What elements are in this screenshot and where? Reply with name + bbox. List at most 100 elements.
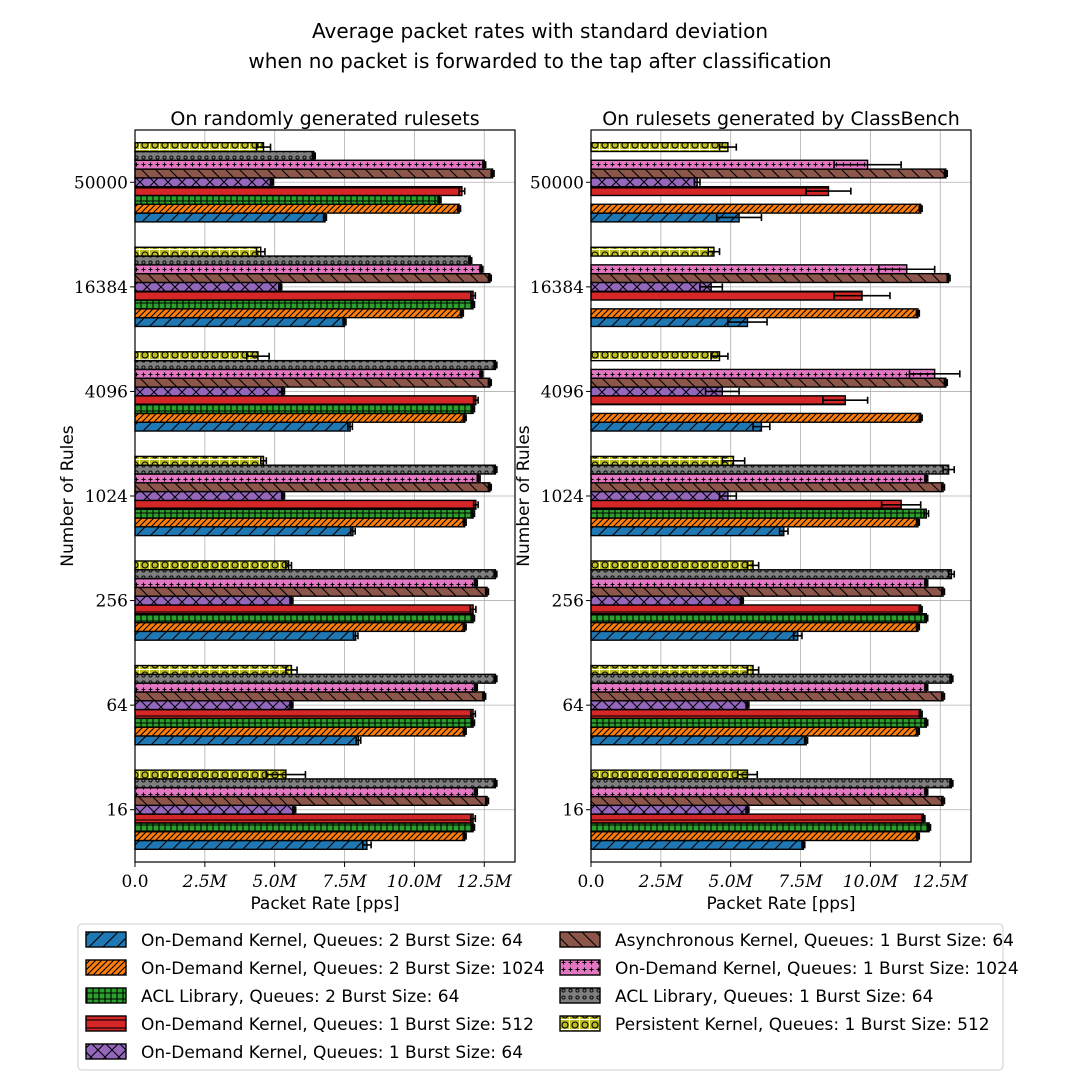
error-bar [924, 474, 929, 482]
legend-label: On-Demand Kernel, Queues: 1 Burst Size: … [141, 1043, 523, 1063]
error-bar [947, 570, 956, 578]
error-bar [278, 283, 283, 291]
error-bar [704, 387, 740, 395]
error-bar [746, 666, 760, 674]
bar-16-series-3 [134, 822, 474, 833]
bar-64-series-3 [134, 717, 474, 728]
error-bar [736, 771, 759, 779]
error-bar [921, 815, 926, 823]
error-bar [479, 370, 484, 378]
error-bar [923, 510, 930, 518]
error-bar [721, 457, 746, 465]
bar-4096-series-1 [590, 421, 763, 432]
bar-256-series-6 [590, 586, 944, 597]
bar-4096-series-9 [590, 351, 721, 362]
x-tick-label: 2.5M [182, 872, 228, 892]
bar-16384-series-4 [134, 290, 474, 301]
error-bar [918, 205, 923, 213]
error-bar [482, 161, 487, 169]
bar-1024-series-3 [134, 508, 474, 519]
bar-1024-series-8 [134, 464, 497, 475]
error-bar [280, 387, 286, 395]
bar-64-series-8 [134, 673, 497, 684]
bar-50000-series-6 [134, 168, 494, 179]
panel-title: On rulesets generated by ClassBench [602, 108, 960, 130]
bar-16-series-6 [590, 795, 944, 807]
error-bar [255, 248, 266, 256]
error-bar [710, 352, 729, 360]
plot-frame [590, 129, 972, 863]
bar-64-series-6 [590, 691, 944, 702]
error-bar [259, 457, 268, 465]
bar-16384-series-8 [134, 255, 471, 266]
error-bar [472, 501, 479, 509]
error-bar [462, 414, 467, 422]
bar-4096-series-4 [134, 395, 477, 406]
error-bar [908, 370, 961, 378]
bar-16384-series-6 [134, 272, 491, 284]
panels: On randomly generated rulesets 16 64 256 102… [58, 108, 972, 914]
bar-1024-series-9 [134, 455, 265, 466]
error-bar [255, 143, 272, 151]
bar-16-series-3 [590, 822, 930, 833]
error-bar [877, 265, 936, 273]
legend-swatch [559, 959, 601, 976]
legend-swatch [559, 1015, 601, 1032]
bar-50000-series-4 [134, 185, 463, 197]
bar-64-series-1 [590, 735, 807, 746]
legend-swatch [85, 1043, 127, 1060]
bar-16-series-6 [134, 795, 488, 807]
bar-64-series-1 [134, 735, 360, 746]
error-bar [484, 797, 490, 805]
bar-256-series-1 [590, 630, 799, 641]
error-bar [718, 143, 738, 151]
bar-16384-series-5 [590, 281, 712, 292]
error-bar [285, 666, 298, 674]
bar-16-series-7 [590, 787, 927, 798]
bar-50000-series-3 [134, 194, 441, 205]
bar-50000-series-4 [590, 185, 830, 197]
bar-256-series-3 [134, 613, 474, 624]
bar-1024-series-8 [590, 464, 950, 475]
legend: On-Demand Kernel, Queues: 2 Burst Size: … [77, 923, 1019, 1071]
bar-1024-series-4 [590, 499, 902, 510]
bar-16384-series-9 [134, 246, 262, 257]
error-bar [470, 823, 476, 831]
bar-256-series-6 [134, 586, 488, 597]
legend-swatch [85, 959, 127, 976]
bar-50000-series-7 [134, 159, 485, 170]
error-bar [473, 684, 479, 692]
error-bar [482, 692, 487, 700]
y-tick-label: 16 [106, 801, 128, 821]
legend-item-1: On-Demand Kernel, Queues: 2 Burst Size: … [85, 931, 523, 951]
x-axis-label: Packet Rate [pps] [706, 894, 855, 914]
bar-1024-series-9 [590, 455, 735, 466]
x-tick-label: 12.5M [457, 872, 513, 892]
legend-swatch [85, 931, 127, 948]
bar-64-series-9 [134, 664, 293, 676]
x-tick-label: 0.0 [121, 872, 148, 892]
error-bar [942, 466, 956, 474]
error-bar [915, 728, 921, 736]
legend-item-8: ACL Library, Queues: 1 Burst Size: 64 [559, 987, 933, 1007]
bar-4096-series-4 [590, 395, 846, 406]
error-bar [347, 423, 354, 431]
y-tick-label: 256 [96, 592, 128, 612]
error-bar [462, 832, 467, 840]
error-bar [269, 178, 275, 186]
error-bar [918, 414, 923, 422]
error-bar [805, 187, 852, 195]
bar-16384-series-4 [590, 290, 863, 301]
error-bar [943, 169, 949, 177]
error-bar [940, 797, 946, 805]
error-bar [493, 779, 498, 787]
bar-16-series-2 [134, 831, 466, 842]
error-bar [940, 483, 946, 491]
legend-item-3: ACL Library, Queues: 2 Burst Size: 64 [85, 987, 459, 1007]
error-bar [355, 736, 362, 744]
error-bar [949, 675, 954, 683]
x-axis-label: Packet Rate [pps] [250, 894, 399, 914]
bar-64-series-5 [590, 700, 749, 711]
bar-1024-series-2 [134, 517, 466, 528]
error-bar [487, 379, 493, 387]
